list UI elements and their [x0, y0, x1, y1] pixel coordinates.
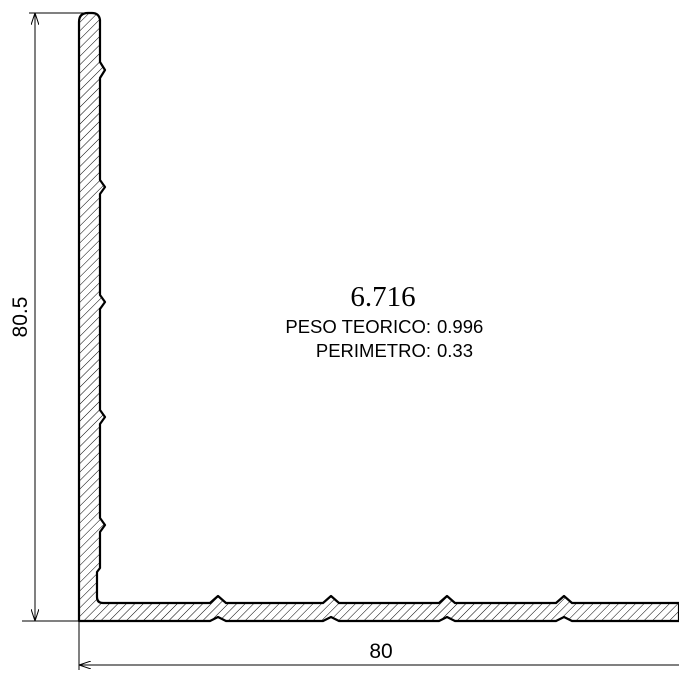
height-dimension-label: 80.5 [9, 297, 32, 338]
width-dimension-label: 80 [369, 640, 392, 663]
angle-profile-section [77, 11, 679, 623]
weight-label: PESO TEORICO: [285, 316, 431, 337]
perimeter-label: PERIMETRO: [316, 340, 431, 361]
perimeter-value: 0.33 [437, 340, 473, 361]
weight-value: 0.996 [437, 316, 483, 337]
profile-code: 6.716 [350, 281, 415, 313]
